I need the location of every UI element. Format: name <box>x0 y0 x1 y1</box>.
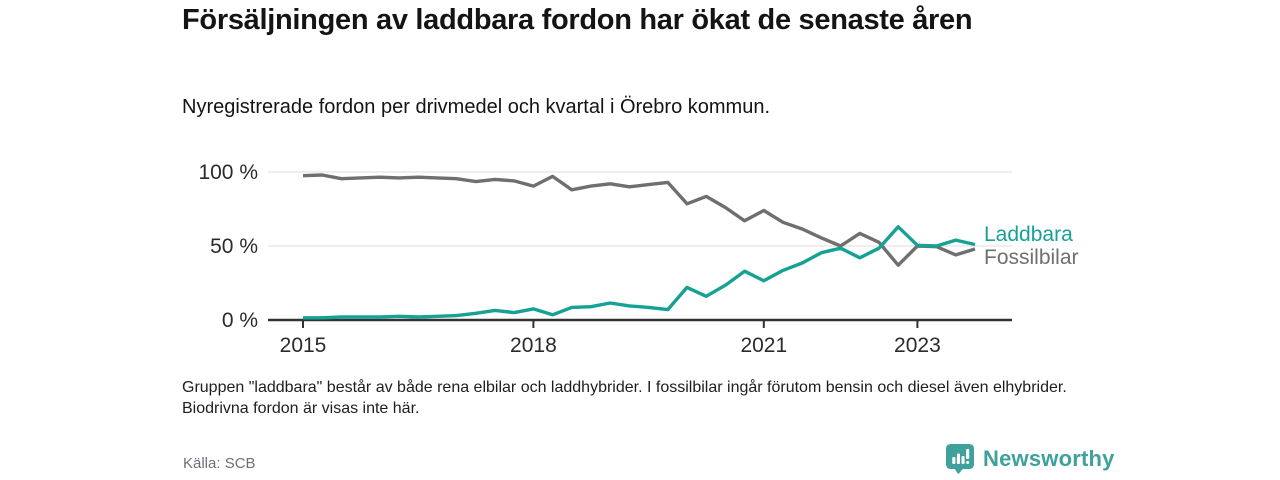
x-axis <box>268 318 1012 328</box>
x-tick-label: 2015 <box>280 334 327 357</box>
x-tick-label: 2021 <box>740 334 787 357</box>
gridlines <box>268 171 1012 247</box>
y-tick-label: 100 % <box>198 161 258 184</box>
y-tick-label: 0 % <box>222 309 258 332</box>
y-tick-label: 50 % <box>210 235 258 258</box>
series-label-laddbara: Laddbara <box>984 223 1073 246</box>
y-axis-labels: 0 % 50 % 100 % <box>198 161 258 332</box>
footnote: Gruppen "laddbara" består av både rena e… <box>182 379 1067 417</box>
bar-3 <box>961 456 965 464</box>
series-label-fossilbilar: Fossilbilar <box>984 246 1079 269</box>
bar-1 <box>952 457 956 464</box>
exclamation-bar <box>966 449 970 459</box>
newsworthy-logo: Newsworthy <box>945 443 1115 475</box>
series-line-fossilbilar <box>302 173 976 267</box>
exclamation-dot <box>966 461 970 464</box>
newsworthy-bubble-chart-icon <box>946 444 974 475</box>
x-axis-labels: 2015 2018 2021 2023 <box>280 334 941 357</box>
series-lines <box>302 173 976 320</box>
x-tick-label: 2023 <box>894 334 941 357</box>
newsworthy-wordmark: Newsworthy <box>983 446 1115 471</box>
x-tick-label: 2018 <box>510 334 557 357</box>
source-label: Källa: SCB <box>183 455 256 472</box>
bar-2 <box>956 453 960 464</box>
series-line-laddbara <box>303 225 976 320</box>
chart-subtitle: Nyregistrerade fordon per drivmedel och … <box>182 96 771 118</box>
page-title: Försäljningen av laddbara fordon har öka… <box>182 4 973 36</box>
